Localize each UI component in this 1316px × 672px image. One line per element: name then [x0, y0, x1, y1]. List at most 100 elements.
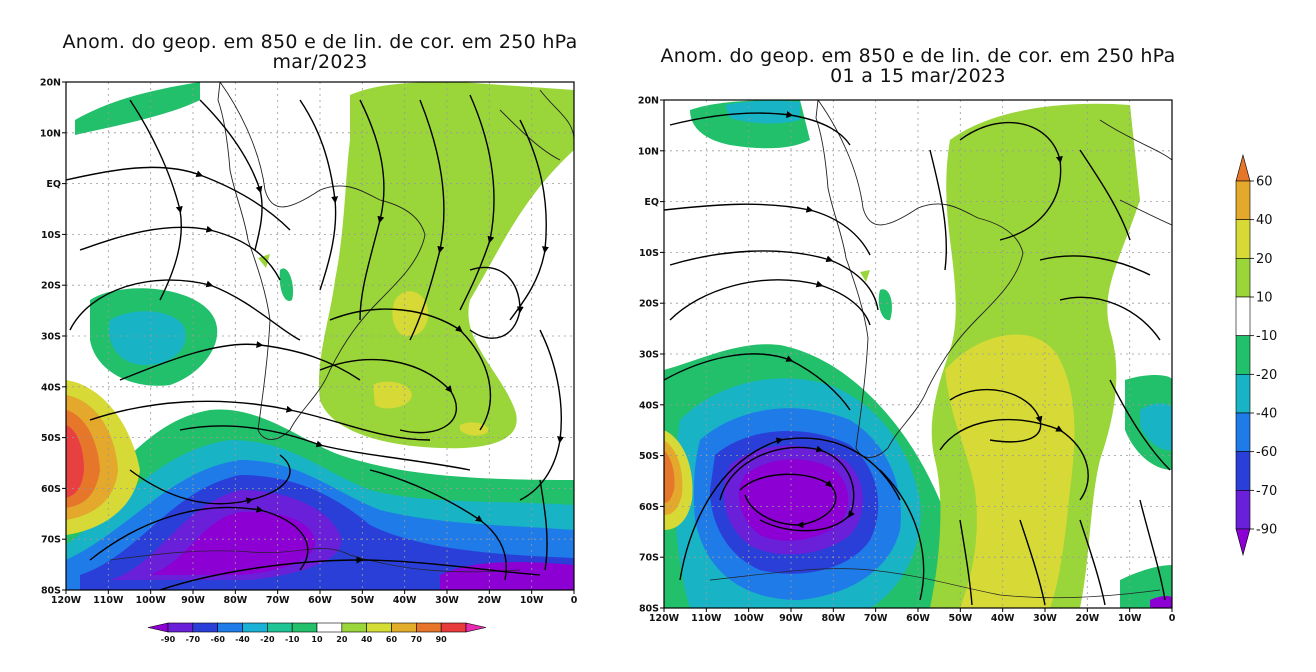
hbar-label: -60 — [210, 635, 225, 644]
lat-label: 20N — [40, 78, 61, 89]
lon-label: 40W — [393, 595, 417, 606]
lon-label: 10W — [1118, 613, 1142, 624]
map2-streamlines — [664, 111, 1171, 606]
hbar-swatch — [291, 622, 318, 633]
map2-title-line1: Anom. do geop. em 850 e de lin. de cor. … — [660, 45, 1176, 67]
vbar-label: -90 — [1256, 523, 1277, 538]
vbar-top-arrow — [1235, 153, 1251, 182]
vertical-colorbar: 60 40 20 10 -10 -20 -40 -60 -70 -90 — [1235, 153, 1277, 557]
hbar-swatch — [416, 622, 442, 633]
lon-label: 0 — [571, 595, 578, 606]
hbar-label: -70 — [186, 635, 201, 644]
vbar-bottom-arrow — [1235, 528, 1251, 557]
vbar-label: 60 — [1256, 175, 1273, 190]
vbar-label: -70 — [1256, 484, 1277, 499]
map1-lon-labels: 120W 110W 100W 90W 80W 70W 60W 50W 40W 30W 20W 10W 0 — [51, 590, 578, 606]
lon-label: 20W — [1075, 613, 1099, 624]
map1-title: Anom. do geop. em 850 e de lin. de cor. … — [30, 32, 610, 72]
hbar-swatch — [391, 622, 417, 633]
lon-label: 60W — [308, 595, 332, 606]
lat-label: 20S — [639, 299, 659, 310]
lat-label: 10N — [638, 146, 659, 157]
hbar-label: 20 — [336, 635, 348, 644]
map2-fill-green-speck — [860, 270, 870, 282]
map1-lat-labels: 20N 10N EQ 10S 20S 30S 40S 50S 60S 70S 80S — [40, 78, 66, 597]
lat-label: 60S — [41, 484, 61, 495]
lon-label: 90W — [779, 613, 803, 624]
vbar-label: -40 — [1256, 407, 1277, 422]
lon-label: 120W — [51, 595, 82, 606]
map2-fill-purple-southeast — [1150, 595, 1172, 608]
hbar-label: 60 — [386, 635, 398, 644]
lon-label: 80W — [223, 595, 247, 606]
lat-label: 40S — [41, 382, 61, 393]
vbar-swatch — [1235, 451, 1251, 491]
hbar-left-arrow — [147, 622, 169, 633]
lat-label: 80S — [41, 586, 61, 597]
lat-label: EQ — [46, 179, 61, 190]
vbar-label: -10 — [1256, 329, 1277, 344]
lat-label: 30S — [639, 350, 659, 361]
lat-label: 30S — [41, 332, 61, 343]
vbar-swatch — [1235, 490, 1251, 530]
vbar-swatch — [1235, 374, 1251, 414]
map2-title-line2: 01 a 15 mar/2023 — [830, 65, 1006, 87]
vbar-swatch — [1235, 335, 1251, 375]
map2-field — [664, 100, 1172, 608]
map2-fill-purple — [738, 459, 849, 541]
map2-fill-teal-speck — [878, 289, 892, 321]
map2-fill-yellow-east — [945, 334, 1075, 608]
map1-grid — [66, 82, 574, 590]
hbar-swatch — [242, 622, 268, 633]
lon-label: 30W — [1033, 613, 1057, 624]
lon-label: 110W — [691, 613, 722, 624]
map1-fill-yellow-east-3 — [460, 422, 489, 436]
hbar-label: -90 — [161, 635, 176, 644]
map1-title-line1: Anom. do geop. em 850 e de lin. de cor. … — [62, 31, 578, 53]
vbar-swatch — [1235, 219, 1251, 259]
lon-label: 10W — [520, 595, 544, 606]
lon-label: 80W — [821, 613, 845, 624]
lat-label: 60S — [639, 502, 659, 513]
map1-fill-yellow-east-2 — [373, 381, 412, 409]
map2-fill-cyan-east — [1140, 403, 1172, 451]
map2-lat-labels: 20N 10N EQ 10S 20S 30S 40S 50S 60S 70S 80S — [638, 96, 664, 615]
hbar-swatch — [267, 622, 293, 633]
map1-fill-cyan-blob — [109, 311, 186, 365]
map2-fill-darkorange-west — [664, 450, 675, 503]
map1-fill-green-speck — [258, 254, 270, 268]
map2: 20N 10N EQ 10S 20S 30S 40S 50S 60S 70S 80S 120W 110… — [638, 96, 1176, 625]
lat-label: 70S — [639, 553, 659, 564]
lon-label: 40W — [991, 613, 1015, 624]
hbar-swatch — [366, 622, 392, 633]
hbar-label: 70 — [411, 635, 423, 644]
lat-label: 40S — [639, 400, 659, 411]
vbar-label: 20 — [1256, 252, 1273, 267]
lat-label: EQ — [644, 197, 659, 208]
lat-label: 80S — [639, 604, 659, 615]
map1-fill-teal-speck — [279, 268, 294, 301]
vbar-label: 10 — [1256, 291, 1273, 306]
lon-label: 100W — [734, 613, 765, 624]
lat-label: 10S — [41, 230, 61, 241]
map1-field — [66, 82, 574, 590]
hbar-swatch — [217, 622, 243, 633]
vbar-label: 40 — [1256, 213, 1273, 228]
lon-label: 70W — [864, 613, 888, 624]
hbar-swatch — [440, 622, 467, 633]
vbar-swatch — [1235, 180, 1251, 220]
map2-lon-labels: 120W 110W 100W 90W 80W 70W 60W 50W 40W 30W 20W 10W 0 — [649, 608, 1176, 624]
lat-label: 10N — [40, 128, 61, 139]
lat-label: 70S — [41, 535, 61, 546]
lon-label: 110W — [93, 595, 124, 606]
map2-coastline-africa — [1099, 119, 1172, 226]
hbar-swatch — [341, 622, 367, 633]
hbar-label: 90 — [436, 635, 448, 644]
map1: 20N 10N EQ 10S 20S 30S 40S 50S 60S 70S 80S 120W 110… — [40, 78, 578, 607]
lon-label: 20W — [477, 595, 501, 606]
map1-coastline-americas — [217, 82, 426, 440]
hbar-swatch — [192, 622, 218, 633]
lon-label: 60W — [906, 613, 930, 624]
lat-label: 20S — [41, 281, 61, 292]
lat-label: 50S — [639, 451, 659, 462]
